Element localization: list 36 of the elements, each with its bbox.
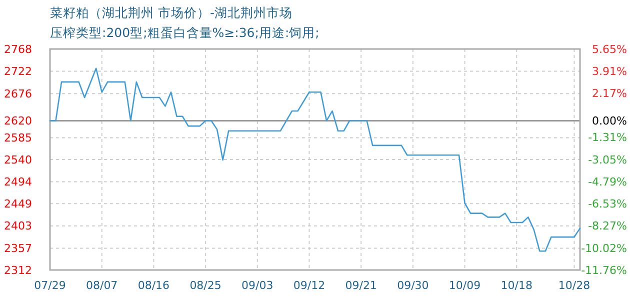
y2-tick-label: 3.91% (592, 64, 627, 78)
x-tick-label: 08/07 (86, 279, 118, 292)
y2-tick-label: 0.00% (592, 114, 627, 128)
y-tick-label: 2585 (4, 132, 32, 145)
x-tick-label: 10/28 (558, 279, 590, 292)
y2-tick-label: -3.05% (588, 153, 627, 166)
x-tick-label: 10/09 (448, 279, 481, 292)
x-tick-label: 09/21 (345, 279, 377, 292)
y-tick-label: 2403 (4, 220, 32, 233)
y-tick-label: 2357 (4, 242, 32, 256)
x-tick-label: 10/18 (500, 279, 532, 292)
chart-title: 菜籽粕（湖北荆州 市场价）-湖北荆州市场 (50, 5, 292, 20)
x-tick-label: 09/30 (397, 279, 429, 292)
x-tick-label: 08/25 (190, 279, 222, 292)
y-tick-label: 2722 (4, 65, 32, 78)
y2-tick-label: -10.02% (581, 242, 627, 255)
x-tick-label: 07/29 (34, 279, 66, 292)
y2-tick-label: -1.31% (588, 131, 627, 144)
y-tick-label: 2449 (4, 197, 32, 210)
y-tick-label: 2540 (4, 153, 32, 166)
y-tick-label: 2494 (4, 176, 32, 189)
y2-tick-label: 5.65% (592, 42, 627, 56)
x-tick-label: 09/03 (242, 279, 274, 292)
y2-tick-label: -8.27% (588, 220, 627, 233)
y2-tick-label: -4.79% (588, 175, 627, 188)
y2-tick-label: -11.76% (581, 264, 627, 277)
chart-subtitle: 压榨类型:200型;粗蛋白含量%≥:36;用途:饲用; (50, 25, 320, 40)
y2-tick-label: -6.53% (588, 197, 627, 210)
y2-tick-label: 2.17% (592, 87, 627, 100)
y-tick-label: 2676 (4, 87, 32, 100)
y-tick-label: 2312 (4, 264, 32, 277)
line-series (49, 68, 581, 252)
x-tick-label: 08/16 (138, 279, 170, 292)
x-tick-label: 09/12 (293, 279, 326, 292)
y-tick-label: 2768 (4, 42, 32, 56)
y-tick-label: 2620 (4, 114, 32, 128)
